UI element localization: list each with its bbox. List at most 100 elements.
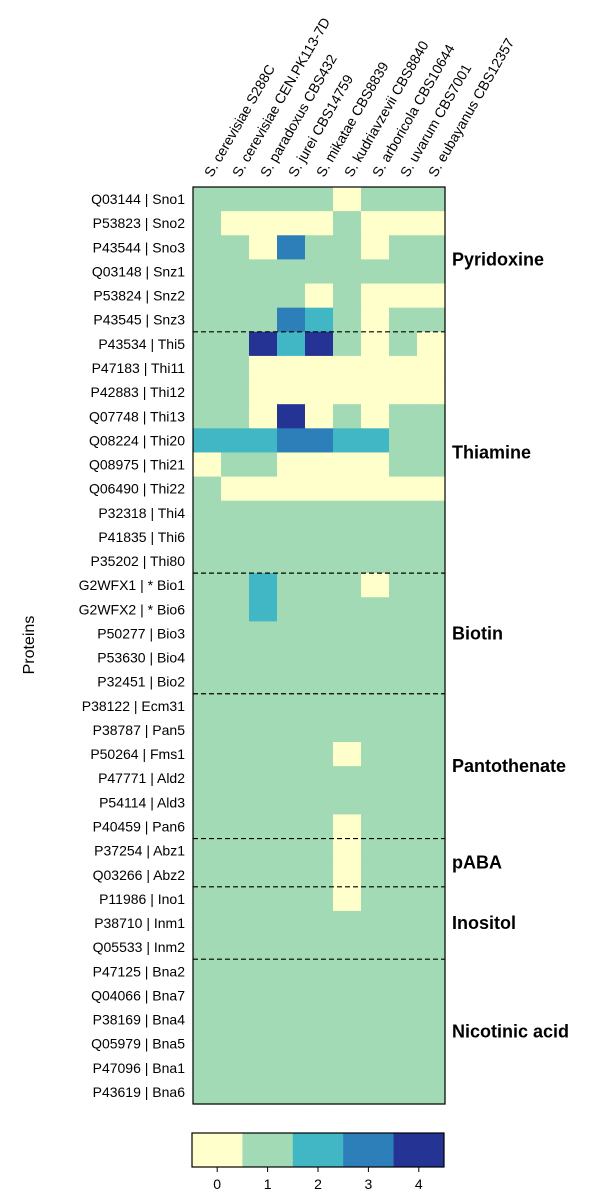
heatmap-cell <box>221 283 250 309</box>
heatmap-cell <box>249 355 278 381</box>
heatmap-cell <box>389 355 418 381</box>
heatmap-cell <box>277 259 306 285</box>
heatmap-cell <box>305 693 334 719</box>
heatmap-cell <box>277 717 306 743</box>
heatmap-cell <box>221 935 250 960</box>
heatmap-cell <box>417 235 446 260</box>
heatmap-cell <box>333 404 362 429</box>
heatmap-cell <box>249 597 278 622</box>
heatmap-cell <box>361 693 390 719</box>
heatmap-cell <box>417 307 446 333</box>
heatmap-cell <box>389 500 418 526</box>
heatmap-cell <box>361 211 390 236</box>
heatmap-cell <box>389 452 418 478</box>
heatmap-cell <box>193 959 222 984</box>
heatmap-cell <box>305 452 334 478</box>
row-label: Q03148 | Snz1 <box>92 263 185 279</box>
heatmap-cell <box>361 717 390 743</box>
heatmap-cell <box>361 669 390 695</box>
heatmap-cell <box>361 404 390 429</box>
heatmap-cell <box>389 1055 418 1081</box>
heatmap-cell <box>389 259 418 285</box>
heatmap-cell <box>333 524 362 550</box>
heatmap-cell <box>221 766 250 791</box>
heatmap-cell <box>333 1031 362 1057</box>
heatmap-cell <box>221 331 250 357</box>
heatmap-cell <box>333 693 362 719</box>
heatmap-cell <box>389 307 418 333</box>
heatmap-cell <box>193 645 222 671</box>
heatmap-cell <box>277 548 306 574</box>
heatmap-cell <box>417 573 446 598</box>
group-label: pABA <box>452 853 502 873</box>
heatmap-cell <box>193 693 222 719</box>
heatmap-cell <box>277 283 306 309</box>
heatmap-cell <box>305 259 334 285</box>
color-bar-tick-label: 1 <box>264 1176 272 1192</box>
heatmap-cell <box>305 717 334 743</box>
heatmap-cell <box>305 235 334 260</box>
heatmap-cell <box>193 597 222 622</box>
heatmap-cell <box>249 935 278 960</box>
row-label: Q08224 | Thi20 <box>89 432 185 448</box>
row-labels: Q03144 | Sno1 P53823 | Sno2 P43544 | Sno3 Q… <box>79 191 186 1100</box>
heatmap-cell <box>193 476 222 502</box>
heatmap-cell <box>193 669 222 695</box>
heatmap-cell <box>221 307 250 333</box>
heatmap-cell <box>305 500 334 526</box>
heatmap-cell <box>221 814 250 840</box>
heatmap-cell <box>249 983 278 1009</box>
heatmap-cell <box>249 693 278 719</box>
heatmap-cell <box>417 1079 446 1105</box>
heatmap-cell <box>277 331 306 357</box>
heatmap-cell <box>221 1007 250 1033</box>
heatmap-cell <box>417 380 446 405</box>
heatmap-cell <box>389 669 418 695</box>
heatmap-cell <box>277 476 306 502</box>
heatmap-cell <box>361 1055 390 1081</box>
heatmap-cell <box>417 814 446 840</box>
heatmap-cell <box>305 959 334 984</box>
heatmap-cell <box>361 524 390 550</box>
heatmap-cell <box>193 404 222 429</box>
heatmap-cell <box>193 1031 222 1057</box>
heatmap-cell <box>249 404 278 429</box>
row-label: P53824 | Snz2 <box>93 288 185 304</box>
heatmap-cell <box>249 1007 278 1033</box>
row-label: Q04066 | Bna7 <box>91 987 185 1003</box>
heatmap-cell <box>389 404 418 429</box>
heatmap-cell <box>193 428 222 454</box>
heatmap-cell <box>333 910 362 936</box>
heatmap-cell <box>193 331 222 357</box>
heatmap-cell <box>249 187 278 212</box>
heatmap-cell <box>193 1007 222 1033</box>
heatmap-cell <box>221 1079 250 1105</box>
heatmap-cell <box>333 548 362 574</box>
heatmap-cell <box>389 814 418 840</box>
heatmap-cell <box>417 331 446 357</box>
heatmap-cell <box>249 573 278 598</box>
row-label: P47096 | Bna1 <box>93 1060 186 1076</box>
heatmap-cell <box>277 452 306 478</box>
row-label: P38122 | Ecm31 <box>82 698 185 714</box>
color-bar-tick-label: 2 <box>314 1176 322 1192</box>
heatmap-cell <box>333 380 362 405</box>
heatmap-cell <box>221 355 250 381</box>
heatmap-cell <box>333 862 362 888</box>
heatmap-cell <box>277 404 306 429</box>
heatmap-cell <box>193 211 222 236</box>
heatmap-cell <box>417 452 446 478</box>
heatmap-cell <box>333 428 362 454</box>
heatmap-cell <box>221 645 250 671</box>
heatmap-cell <box>277 235 306 260</box>
heatmap-cell <box>193 862 222 888</box>
heatmap-cell <box>305 621 334 647</box>
heatmap-frame <box>192 186 446 1105</box>
heatmap-cell <box>305 476 334 502</box>
heatmap-cell <box>277 983 306 1009</box>
color-bar-swatch <box>343 1133 395 1167</box>
heatmap-cell <box>305 645 334 671</box>
heatmap-cell <box>333 452 362 478</box>
heatmap-cell <box>361 476 390 502</box>
